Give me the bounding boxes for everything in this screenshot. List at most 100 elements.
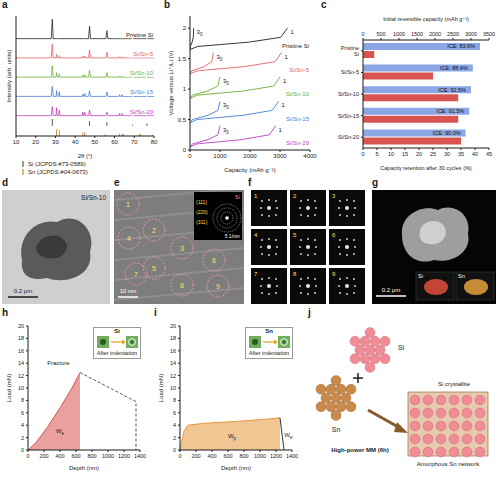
svg-text:25: 25 [430,151,436,157]
svg-text:Depth (nm): Depth (nm) [69,465,99,471]
svg-text:Si/Sn-5: Si/Sn-5 [341,69,359,75]
svg-text:5: 5 [293,232,297,238]
svg-text:6: 6 [21,410,24,416]
svg-text:4: 4 [173,422,176,428]
svg-text:16: 16 [170,348,176,354]
svg-text:Si crystallite: Si crystallite [438,381,471,387]
svg-text:70: 70 [131,139,138,145]
svg-text:1: 1 [282,102,286,108]
svg-text:3: 3 [180,245,184,252]
svg-text:2000: 2000 [429,31,441,37]
svg-text:600: 600 [71,453,80,459]
svg-text:4: 4 [127,235,131,242]
svg-text:Si/Sn-15: Si/Sn-15 [338,113,359,119]
svg-text:7: 7 [134,271,138,278]
svg-text:Si/Sn-20: Si/Sn-20 [130,109,154,115]
svg-text:18: 18 [170,335,176,341]
svg-text:ICE: 92.5%: ICE: 92.5% [438,87,466,93]
svg-text:40: 40 [472,151,478,157]
svg-text:600: 600 [223,453,232,459]
svg-text:80: 80 [151,139,158,145]
svg-text:2: 2 [21,435,24,441]
svg-text:400: 400 [55,453,64,459]
svg-text:18: 18 [18,335,24,341]
svg-text:3000: 3000 [465,31,477,37]
svg-text:Si/Sn-5: Si/Sn-5 [133,51,153,57]
svg-text:High-power MM (6h): High-power MM (6h) [331,447,388,453]
svg-text:Si: Si [418,273,423,279]
svg-text:200: 200 [39,453,48,459]
svg-text:30: 30 [197,29,203,37]
svg-text:200: 200 [191,453,200,459]
svg-text:Intensity (arb. units): Intensity (arb. units) [6,50,12,103]
svg-text:3000: 3000 [273,153,287,159]
svg-text:Sn: Sn [332,426,341,433]
svg-text:4000: 4000 [303,153,317,159]
svg-text:1.5: 1.5 [178,56,187,62]
svg-text:Load (mN): Load (mN) [6,374,12,402]
svg-text:Si/Sn-20: Si/Sn-20 [286,140,310,146]
svg-text:Wp: Wp [228,433,237,441]
svg-text:1400: 1400 [134,453,146,459]
svg-text:Si/Sn-15: Si/Sn-15 [286,116,310,122]
svg-text:1: 1 [283,78,287,84]
svg-text:6: 6 [173,410,176,416]
svg-text:Depth (nm): Depth (nm) [221,465,251,471]
svg-text:1: 1 [254,193,258,199]
svg-text:1: 1 [285,54,289,60]
svg-text:Si: Si [235,194,240,200]
svg-text:40: 40 [72,139,79,145]
svg-text:30: 30 [52,139,59,145]
svg-text:Fracture: Fracture [47,360,70,366]
svg-text:0: 0 [178,453,181,459]
svg-text:Si/Sn-10: Si/Sn-10 [130,70,154,76]
svg-text:2: 2 [293,193,297,199]
svg-text:15: 15 [402,151,408,157]
svg-text:12: 12 [18,373,24,379]
svg-text:4: 4 [254,232,258,238]
svg-text:(220): (220) [196,209,208,215]
svg-text:Capacity (mAh g⁻¹): Capacity (mAh g⁻¹) [224,167,276,173]
svg-text:0: 0 [361,31,364,37]
svg-text:20: 20 [416,151,422,157]
svg-text:30: 30 [444,151,450,157]
svg-text:0: 0 [183,147,187,153]
svg-text:Si/Sn-10: Si/Sn-10 [338,91,359,97]
svg-text:4: 4 [21,422,24,428]
svg-text:20: 20 [18,323,24,329]
svg-text:0: 0 [173,447,176,453]
svg-text:16: 16 [18,348,24,354]
svg-text:0.5: 0.5 [178,117,187,123]
svg-text:8: 8 [180,282,184,289]
svg-text:2000: 2000 [243,153,257,159]
svg-text:14: 14 [18,360,24,366]
svg-text:Si/Sn-20: Si/Sn-20 [338,134,359,140]
svg-text:10: 10 [13,139,20,145]
svg-text:2500: 2500 [447,31,459,37]
svg-text:30: 30 [216,54,222,62]
svg-text:Sn: Sn [458,273,465,279]
svg-text:10: 10 [18,385,24,391]
svg-text:3: 3 [332,193,336,199]
svg-text:Capacity retention after 30 cy: Capacity retention after 30 cycles (%) [380,165,472,171]
svg-text:We: We [56,428,65,436]
svg-text:30: 30 [223,78,229,86]
svg-text:5: 5 [152,265,156,272]
svg-text:Initial reversible capacity (m: Initial reversible capacity (mAh g⁻¹) [383,16,469,22]
svg-text:9: 9 [332,271,336,277]
svg-text:6: 6 [212,257,216,264]
svg-text:1: 1 [183,86,187,92]
svg-text:10: 10 [170,385,176,391]
svg-text:1400: 1400 [286,453,298,459]
svg-text:0.2 μm: 0.2 μm [382,287,400,293]
svg-text:9: 9 [216,283,220,290]
svg-text:Si/Sn-5: Si/Sn-5 [289,67,309,73]
svg-text:Si/Sn-10: Si/Sn-10 [81,194,106,201]
svg-text:Si/Sn-15: Si/Sn-15 [130,89,154,95]
svg-text:7: 7 [254,271,258,277]
svg-text:Pristine Si: Pristine Si [282,43,309,49]
svg-text:Pristine Si: Pristine Si [126,32,153,38]
svg-text:1000: 1000 [254,453,266,459]
svg-text:8: 8 [21,397,24,403]
svg-text:2: 2 [183,25,187,31]
